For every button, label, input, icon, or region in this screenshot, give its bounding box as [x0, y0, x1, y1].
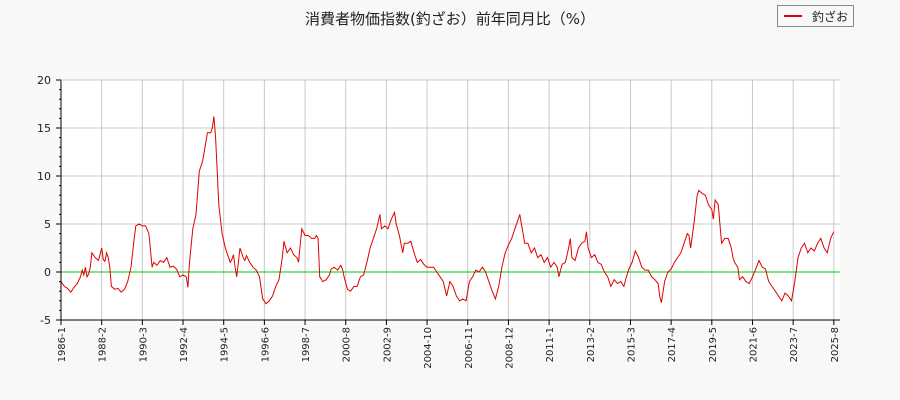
legend: 釣ざお — [777, 5, 854, 27]
x-tick-label: 2019-5 — [708, 327, 719, 362]
x-tick-label: 2008-12 — [504, 327, 515, 369]
x-tick-label: 1998-7 — [301, 327, 312, 362]
x-tick-label: 1986-1 — [57, 327, 68, 362]
x-tick-label: 1994-5 — [220, 327, 231, 362]
x-tick-label: 2015-3 — [626, 327, 637, 362]
x-tick-label: 2011-1 — [545, 327, 556, 362]
x-tick-label: 2006-11 — [464, 327, 475, 369]
x-tick-label: 2017-4 — [667, 327, 678, 362]
x-tick-label: 2004-10 — [423, 327, 434, 369]
x-tick-label: 2023-7 — [789, 327, 800, 362]
legend-label: 釣ざお — [812, 9, 849, 24]
x-tick-label: 1988-2 — [98, 327, 109, 362]
axes — [60, 79, 840, 321]
x-tick-label: 2000-8 — [342, 327, 353, 362]
x-tick-label: 2002-9 — [382, 327, 393, 362]
chart-title: 消費者物価指数(釣ざお）前年同月比（%） — [304, 10, 596, 28]
y-tick-label: 15 — [37, 122, 51, 135]
y-tick-label: 0 — [44, 266, 51, 279]
x-tick-label: 1992-4 — [179, 327, 190, 362]
y-tick-label: 10 — [37, 170, 51, 183]
y-tick-label: 20 — [37, 74, 51, 87]
y-tick-label: -5 — [40, 314, 51, 327]
y-axis-ticks: -5 0 5 10 15 20 — [37, 74, 61, 327]
x-tick-label: 2013-2 — [586, 327, 597, 362]
legend-line-icon — [784, 15, 802, 17]
y-tick-label: 5 — [44, 218, 51, 231]
x-axis-ticks: 1986-1 1988-2 1990-3 1992-4 1994-5 1996-6 1998… — [57, 320, 841, 369]
x-tick-label: 1990-3 — [138, 327, 149, 362]
plot-area — [61, 80, 840, 320]
x-tick-label: 2025-8 — [830, 327, 841, 362]
x-tick-label: 2021-6 — [748, 327, 759, 362]
x-tick-label: 1996-6 — [260, 327, 271, 362]
series-line — [60, 116, 835, 305]
